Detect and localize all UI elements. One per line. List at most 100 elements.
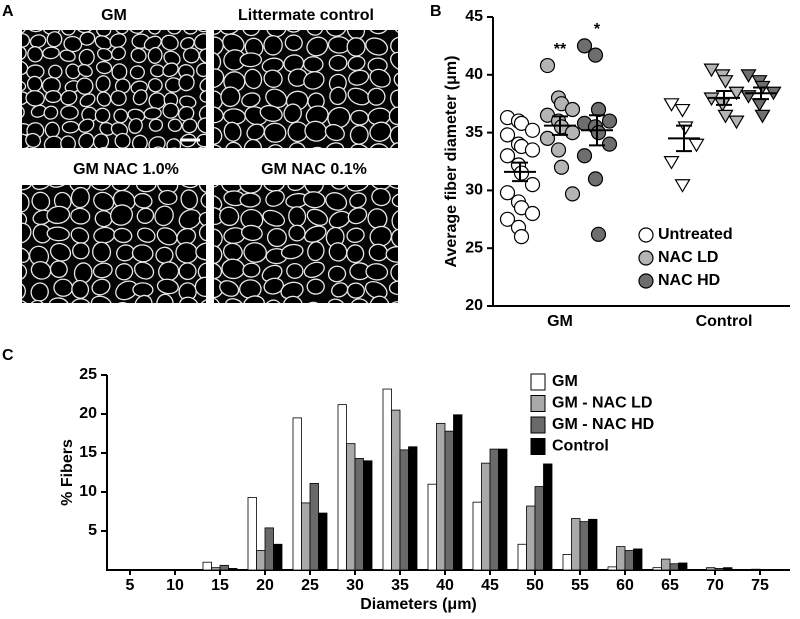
bar	[273, 543, 283, 571]
sem-bar	[716, 89, 732, 106]
fiber	[350, 298, 369, 303]
fiber	[49, 260, 68, 279]
fiber	[22, 104, 25, 120]
fiber	[92, 241, 112, 263]
bar	[669, 563, 679, 571]
legend-label: Control	[552, 438, 609, 455]
fiber	[90, 295, 112, 303]
fiber	[284, 34, 303, 52]
fiber	[263, 69, 283, 88]
data-point	[576, 148, 593, 164]
micrograph	[214, 185, 398, 303]
fiber	[284, 30, 303, 33]
fiber	[219, 280, 240, 297]
fiber	[389, 89, 398, 110]
bar	[633, 548, 643, 571]
fiber	[31, 185, 52, 190]
fiber	[243, 295, 265, 303]
legend-label: NAC HD	[658, 272, 720, 289]
data-point	[728, 115, 745, 130]
fiber	[218, 30, 241, 35]
legend-swatch	[530, 416, 546, 434]
fiber	[306, 36, 329, 57]
fiber	[178, 74, 195, 92]
fiber	[328, 54, 348, 72]
fiber	[46, 205, 71, 225]
fiber	[325, 142, 345, 148]
fiber	[113, 108, 129, 124]
y-tick-label: 20	[465, 297, 483, 314]
fiber	[156, 293, 174, 303]
bar	[678, 562, 688, 571]
fiber	[243, 138, 263, 148]
fiber	[239, 192, 261, 208]
fiber	[304, 225, 327, 243]
fiber	[161, 34, 179, 51]
fiber	[198, 223, 206, 242]
fiber	[306, 208, 329, 226]
bar	[346, 443, 356, 571]
fiber	[132, 282, 154, 298]
fiber	[219, 206, 240, 227]
bar	[616, 546, 626, 571]
bar	[607, 566, 617, 571]
fiber	[136, 227, 156, 243]
data-point	[674, 179, 691, 193]
sem-bar	[552, 115, 568, 136]
fiber	[369, 121, 392, 142]
fiber	[329, 86, 347, 106]
fiber	[89, 185, 113, 191]
sem-bar	[589, 114, 605, 147]
fiber	[303, 71, 325, 90]
bar	[427, 483, 437, 571]
fiber	[134, 294, 153, 303]
fiber	[369, 68, 391, 88]
fiber	[133, 261, 155, 280]
bar	[256, 550, 266, 571]
fiber	[390, 36, 398, 55]
y-tick-label: 40	[465, 66, 483, 83]
fiber	[349, 192, 367, 209]
fiber	[44, 90, 62, 104]
x-tick-label: 35	[391, 577, 409, 594]
significance: **	[554, 41, 567, 58]
fiber	[154, 205, 174, 227]
fiber	[181, 118, 198, 134]
fiber	[71, 279, 90, 299]
micrograph	[214, 30, 398, 148]
y-tick-label: 15	[79, 444, 97, 461]
fiber	[22, 79, 27, 93]
bar	[399, 449, 409, 571]
x-tick-label: 65	[661, 577, 679, 594]
data-point	[587, 47, 604, 63]
fiber	[346, 37, 366, 57]
fiber	[177, 185, 200, 189]
fiber	[198, 104, 206, 122]
bar	[247, 497, 257, 571]
fiber	[306, 30, 324, 36]
fiber	[22, 263, 28, 281]
bar	[391, 409, 401, 571]
data-point	[663, 156, 680, 170]
x-tick-label: 25	[301, 577, 319, 594]
fiber	[303, 261, 325, 279]
fiber	[92, 133, 110, 148]
fiber	[131, 134, 148, 148]
fiber	[242, 262, 261, 278]
fiber	[327, 265, 347, 283]
fiber	[369, 225, 393, 247]
fiber	[200, 192, 206, 209]
fiber	[156, 278, 179, 295]
bar	[652, 567, 662, 571]
sem-bar	[676, 124, 692, 153]
fiber	[166, 138, 182, 148]
data-point	[550, 142, 567, 158]
fiber	[60, 105, 79, 120]
legend-label: Untreated	[658, 226, 733, 243]
fiber	[78, 132, 95, 148]
fiber	[280, 243, 304, 260]
data-point	[601, 136, 618, 152]
x-tick-label: 10	[166, 577, 184, 594]
fiber	[286, 262, 304, 279]
x-tick-label: 55	[571, 577, 589, 594]
